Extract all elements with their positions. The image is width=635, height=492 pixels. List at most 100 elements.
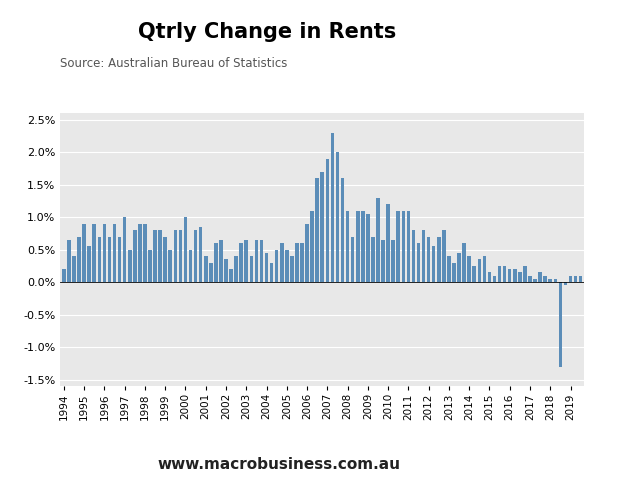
Bar — [143, 224, 147, 282]
Bar — [158, 230, 162, 282]
Bar — [204, 256, 208, 282]
Bar — [224, 259, 228, 282]
Bar — [178, 230, 182, 282]
Bar — [569, 276, 572, 282]
Bar — [346, 211, 349, 282]
Bar — [123, 217, 126, 282]
Bar — [62, 269, 65, 282]
Text: BUSINESS: BUSINESS — [498, 50, 572, 63]
Bar — [255, 240, 258, 282]
Bar — [108, 237, 111, 282]
Bar — [199, 227, 203, 282]
Bar — [462, 243, 466, 282]
Bar — [133, 230, 137, 282]
Bar — [275, 249, 278, 282]
Bar — [229, 269, 233, 282]
Bar — [457, 253, 461, 282]
Bar — [391, 240, 395, 282]
Bar — [234, 256, 238, 282]
Bar — [549, 279, 552, 282]
Bar — [316, 178, 319, 282]
Bar — [356, 211, 359, 282]
Bar — [265, 253, 269, 282]
Bar — [503, 266, 507, 282]
Bar — [498, 266, 502, 282]
Text: Source: Australian Bureau of Statistics: Source: Australian Bureau of Statistics — [60, 57, 288, 69]
Bar — [77, 237, 81, 282]
Bar — [285, 249, 288, 282]
Bar — [118, 237, 121, 282]
Bar — [128, 249, 131, 282]
Bar — [493, 276, 497, 282]
Bar — [244, 240, 248, 282]
Bar — [386, 204, 390, 282]
Bar — [401, 211, 405, 282]
Bar — [538, 273, 542, 282]
Bar — [67, 240, 70, 282]
Bar — [189, 249, 192, 282]
Bar — [432, 246, 436, 282]
Bar — [417, 243, 420, 282]
Bar — [488, 273, 491, 282]
Bar — [361, 211, 364, 282]
Bar — [173, 230, 177, 282]
Bar — [148, 249, 152, 282]
Bar — [427, 237, 431, 282]
Bar — [295, 243, 298, 282]
Bar — [336, 152, 339, 282]
Bar — [523, 266, 526, 282]
Bar — [371, 237, 375, 282]
Bar — [528, 276, 531, 282]
Bar — [533, 279, 537, 282]
Bar — [341, 178, 344, 282]
Bar — [270, 263, 274, 282]
Text: MACRO: MACRO — [500, 20, 570, 38]
Bar — [194, 230, 197, 282]
Bar — [554, 279, 557, 282]
Bar — [396, 211, 400, 282]
Bar — [544, 276, 547, 282]
Bar — [447, 256, 451, 282]
Bar — [331, 133, 334, 282]
Bar — [153, 230, 157, 282]
Bar — [138, 224, 142, 282]
Bar — [411, 230, 415, 282]
Bar — [351, 237, 354, 282]
Bar — [88, 246, 91, 282]
Bar — [311, 211, 314, 282]
Bar — [508, 269, 512, 282]
Bar — [83, 224, 86, 282]
Bar — [366, 214, 370, 282]
Bar — [250, 256, 253, 282]
Bar — [103, 224, 106, 282]
Bar — [574, 276, 577, 282]
Bar — [214, 243, 218, 282]
Bar — [422, 230, 425, 282]
Text: www.macrobusiness.com.au: www.macrobusiness.com.au — [158, 458, 401, 472]
Bar — [437, 237, 441, 282]
Bar — [290, 256, 293, 282]
Bar — [209, 263, 213, 282]
Bar — [239, 243, 243, 282]
Bar — [467, 256, 471, 282]
Bar — [513, 269, 516, 282]
Bar — [579, 276, 582, 282]
Bar — [472, 266, 476, 282]
Bar — [113, 224, 116, 282]
Bar — [381, 240, 385, 282]
Bar — [406, 211, 410, 282]
Bar — [321, 172, 324, 282]
Bar — [483, 256, 486, 282]
Text: Qtrly Change in Rents: Qtrly Change in Rents — [138, 22, 396, 42]
Bar — [219, 240, 223, 282]
Bar — [376, 198, 380, 282]
Bar — [326, 158, 329, 282]
Bar — [184, 217, 187, 282]
Bar — [478, 259, 481, 282]
Bar — [260, 240, 264, 282]
Bar — [564, 282, 567, 285]
Bar — [280, 243, 283, 282]
Bar — [452, 263, 456, 282]
Bar — [93, 224, 96, 282]
Bar — [98, 237, 101, 282]
